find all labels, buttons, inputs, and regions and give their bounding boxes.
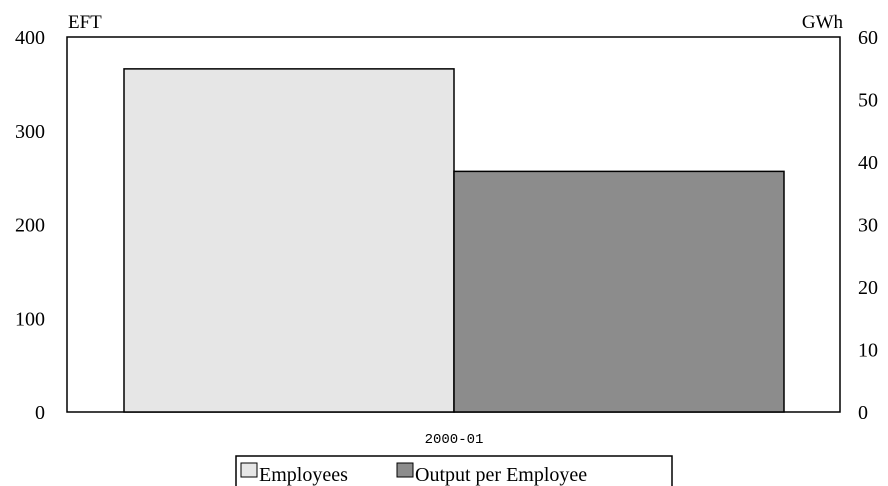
right-tick-label: 60 (858, 27, 878, 49)
right-tick-label: 40 (858, 152, 878, 174)
left-tick-label: 100 (15, 308, 45, 330)
x-axis-ticks: 2000-01 (425, 432, 484, 448)
legend-swatch-employees (241, 463, 257, 477)
legend-label-employees: Employees (259, 464, 348, 486)
x-tick-label: 2000-01 (425, 432, 484, 448)
bar-employees (124, 69, 454, 412)
left-axis-unit-label: EFT (68, 12, 102, 33)
right-tick-label: 50 (858, 90, 878, 112)
legend-swatch-output-per-employee (397, 463, 413, 477)
left-axis-ticks: 0 100 200 300 400 (15, 27, 45, 424)
right-tick-label: 30 (858, 215, 878, 237)
right-axis-ticks: 0 10 20 30 40 50 60 (858, 27, 878, 424)
right-axis-unit-label: GWh (802, 12, 844, 33)
right-tick-label: 0 (858, 402, 868, 424)
left-tick-label: 300 (15, 121, 45, 143)
right-tick-label: 10 (858, 340, 878, 362)
legend: Employees Output per Employee (236, 456, 672, 486)
right-tick-label: 20 (858, 277, 878, 299)
left-tick-label: 0 (35, 402, 45, 424)
left-tick-label: 200 (15, 215, 45, 237)
bar-output-per-employee (454, 171, 784, 412)
legend-label-output-per-employee: Output per Employee (415, 464, 587, 486)
left-tick-label: 400 (15, 27, 45, 49)
